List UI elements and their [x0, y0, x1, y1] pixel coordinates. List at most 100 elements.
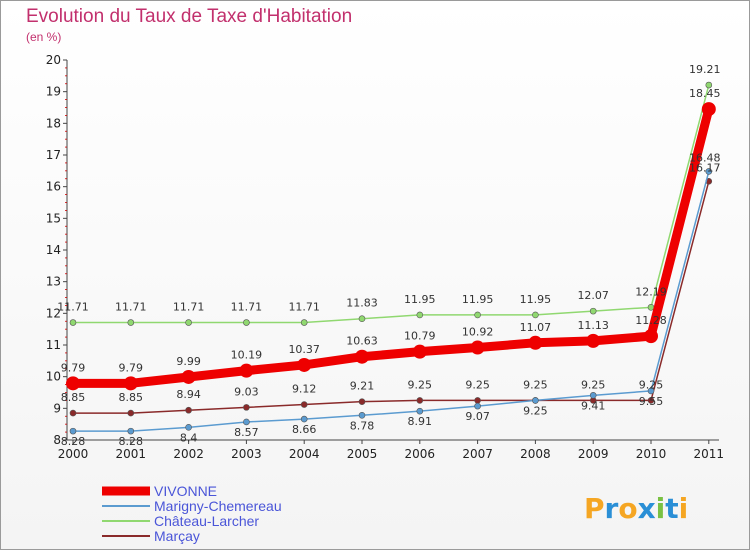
data-label: 9.03 — [234, 385, 259, 398]
data-point — [69, 427, 77, 435]
data-point — [589, 392, 597, 399]
data-point — [470, 340, 485, 355]
data-point — [243, 319, 250, 326]
data-point — [358, 411, 366, 419]
data-label: 9.25 — [523, 404, 548, 417]
data-label: 8.94 — [176, 388, 201, 401]
series-lines — [66, 81, 716, 435]
data-label: 11.95 — [462, 293, 494, 306]
y-tick-label: 18 — [46, 116, 61, 130]
data-label: 11.71 — [173, 301, 205, 314]
y-tick-label: 11 — [46, 338, 61, 352]
data-point — [647, 397, 655, 404]
data-point — [185, 424, 192, 431]
data-point — [589, 307, 597, 315]
data-label: 11.71 — [231, 301, 263, 314]
series-line-0 — [73, 107, 714, 388]
data-label: 9.25 — [523, 378, 548, 391]
logo-letter: i — [679, 492, 689, 525]
data-point — [586, 333, 601, 348]
data-point — [243, 418, 250, 426]
data-point — [355, 349, 369, 364]
x-tick-label: 2002 — [173, 447, 204, 461]
data-label: 8.4 — [180, 431, 198, 444]
data-point — [416, 407, 424, 415]
data-label: 9.99 — [176, 355, 201, 368]
data-label: 11.28 — [635, 314, 667, 327]
logo-letter: P — [584, 492, 605, 525]
data-point — [701, 102, 716, 117]
data-point — [532, 397, 539, 404]
data-label: 11.71 — [288, 301, 320, 314]
x-tick-label: 2005 — [347, 447, 378, 461]
data-label: 16.17 — [689, 161, 721, 174]
y-tick-label: 12 — [46, 306, 61, 320]
data-point — [705, 81, 713, 89]
data-label: 16.48 — [689, 151, 721, 164]
data-label: 9.79 — [61, 361, 86, 374]
data-label: 10.19 — [231, 349, 263, 362]
data-label: 9.21 — [350, 380, 375, 393]
data-point — [185, 406, 192, 414]
data-point — [300, 415, 308, 423]
data-point — [127, 319, 135, 326]
data-point — [69, 409, 77, 417]
data-label: 9.12 — [292, 383, 317, 396]
data-point — [532, 311, 539, 319]
data-label: 11.13 — [577, 319, 609, 332]
legend-label: Château-Larcher — [154, 513, 259, 529]
data-point — [474, 397, 481, 404]
data-point — [297, 357, 312, 372]
axes: 8 9 10 11 12 13 14 15 16 17 18 19 20 2000 2001 2002 2003… — [46, 53, 724, 461]
data-point — [416, 397, 424, 404]
data-point — [644, 329, 658, 344]
y-tick-label: 10 — [46, 370, 61, 384]
x-tick-label: 2003 — [231, 447, 262, 461]
x-tick-label: 2000 — [58, 447, 89, 461]
logo-letter: r — [605, 492, 619, 525]
data-label: 12.19 — [635, 285, 667, 298]
series-line-1 — [73, 171, 710, 432]
series-line-3 — [73, 181, 710, 414]
x-tick-label: 2006 — [405, 447, 436, 461]
chart-subtitle: (en %) — [26, 30, 62, 44]
logo-letter: i — [656, 492, 666, 525]
data-point — [123, 376, 138, 391]
data-label: 12.07 — [577, 289, 609, 302]
data-point — [69, 319, 77, 326]
data-label: 9.79 — [119, 361, 144, 374]
data-point — [358, 315, 366, 323]
x-tick-label: 2007 — [462, 447, 493, 461]
data-label: 8.57 — [234, 426, 259, 439]
data-point — [127, 427, 135, 435]
data-point — [474, 311, 481, 319]
data-point — [705, 168, 713, 175]
data-label: 9.25 — [639, 378, 664, 391]
series-line-2 — [73, 84, 710, 324]
x-tick-label: 2001 — [116, 447, 147, 461]
data-point — [474, 402, 481, 410]
data-label: 10.37 — [288, 343, 320, 356]
logo-letter: o — [618, 492, 637, 525]
data-point — [300, 401, 308, 408]
data-point — [239, 363, 254, 378]
x-tick-label: 2009 — [578, 447, 609, 461]
data-point — [300, 319, 308, 326]
data-label: 11.95 — [520, 293, 552, 306]
data-label: 11.71 — [57, 301, 89, 314]
x-tick-label: 2011 — [694, 447, 725, 461]
y-tick-label: 15 — [46, 211, 61, 225]
data-label: 8.85 — [119, 391, 144, 404]
data-point — [185, 319, 192, 326]
data-point — [358, 398, 366, 405]
data-label: 9.25 — [465, 378, 490, 391]
legend-label: Marçay — [154, 528, 200, 544]
data-point — [647, 387, 655, 395]
data-point — [528, 335, 543, 350]
data-point — [416, 311, 424, 319]
data-label: 10.92 — [462, 326, 494, 339]
data-label: 11.83 — [346, 297, 378, 310]
data-label: 8.28 — [61, 435, 86, 448]
legend: VIVONNEMarigny-ChemereauChâteau-LarcherM… — [102, 483, 282, 544]
